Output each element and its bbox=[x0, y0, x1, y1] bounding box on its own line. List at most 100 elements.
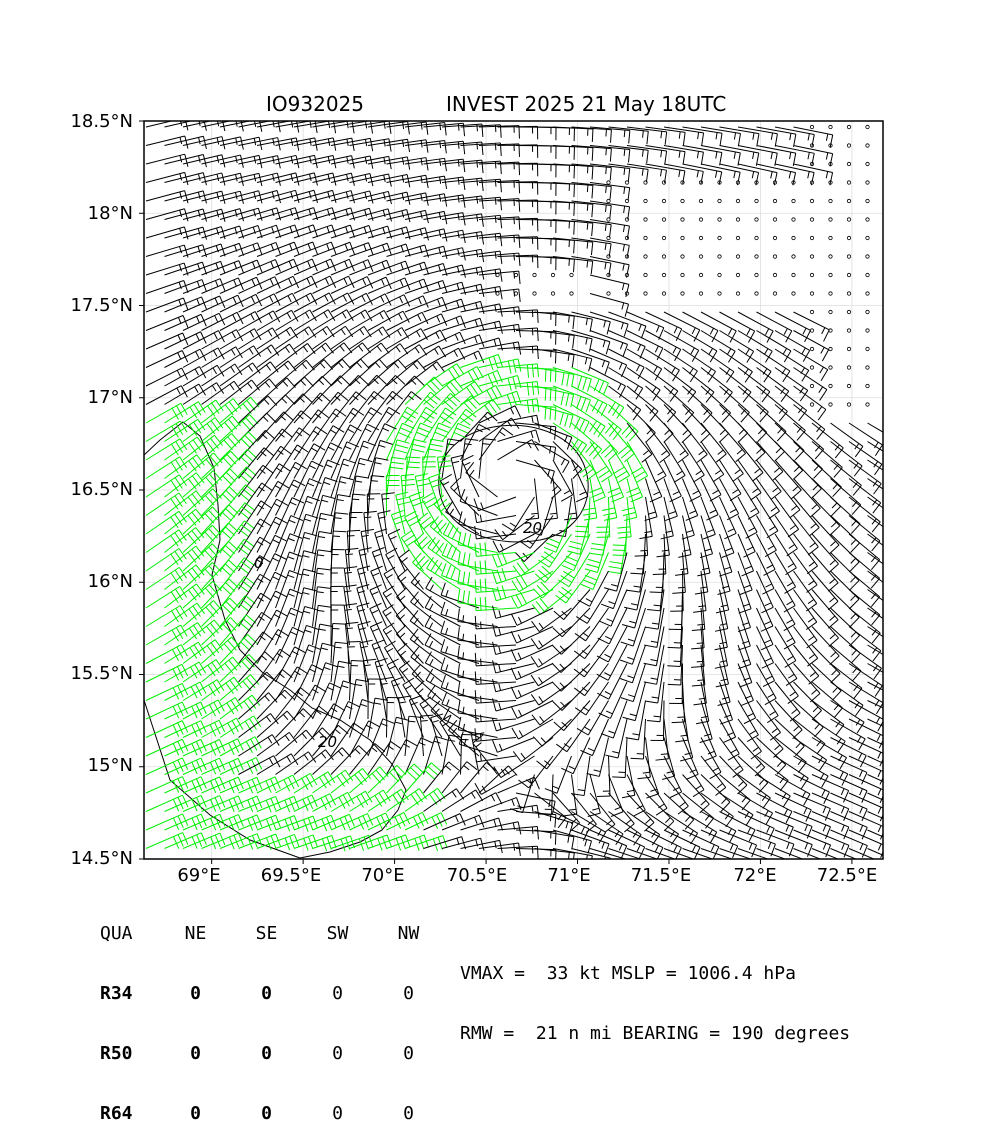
wind-barb bbox=[664, 460, 681, 502]
table-row-label: R34 bbox=[100, 984, 160, 1004]
wind-barb bbox=[294, 772, 335, 793]
wind-barb bbox=[622, 479, 637, 521]
calm-marker bbox=[699, 218, 702, 221]
wind-barb bbox=[294, 242, 336, 256]
wind-barb bbox=[146, 475, 186, 497]
calm-marker bbox=[607, 199, 610, 202]
calm-marker bbox=[847, 125, 850, 128]
wind-barb bbox=[479, 439, 496, 479]
axis-ticks bbox=[139, 121, 852, 864]
calm-marker bbox=[792, 218, 795, 221]
calm-marker bbox=[625, 181, 628, 184]
calm-marker bbox=[810, 403, 813, 406]
lon-label: 72°E bbox=[733, 865, 776, 886]
calm-marker bbox=[699, 273, 702, 276]
wind-barb bbox=[294, 225, 336, 238]
wind-barb bbox=[479, 253, 520, 266]
wind-barb bbox=[535, 220, 575, 235]
calm-marker bbox=[718, 218, 721, 221]
wind-barb bbox=[757, 497, 778, 538]
wind-barb bbox=[358, 622, 371, 664]
calm-marker bbox=[699, 236, 702, 239]
wind-barb bbox=[331, 277, 373, 294]
wind-barb bbox=[794, 775, 830, 804]
calm-marker bbox=[829, 310, 832, 313]
wind-barb bbox=[396, 607, 423, 645]
wind-barb bbox=[202, 433, 241, 460]
wind-barb bbox=[372, 547, 386, 589]
calm-marker bbox=[829, 366, 832, 369]
wind-barb bbox=[564, 479, 577, 520]
lat-label: 17.5°N bbox=[70, 295, 133, 316]
wind-barb bbox=[516, 257, 556, 271]
wind-barb bbox=[146, 795, 188, 811]
wind-barb bbox=[183, 814, 225, 830]
calm-marker bbox=[755, 236, 758, 239]
wind-barb bbox=[146, 721, 188, 738]
wind-barb bbox=[516, 812, 556, 828]
wind-barb bbox=[475, 690, 516, 703]
calm-marker bbox=[644, 255, 647, 258]
calm-marker bbox=[829, 347, 832, 350]
table-cell: 0 bbox=[160, 984, 231, 1004]
calm-marker bbox=[866, 255, 869, 258]
table-cell: 0 bbox=[373, 1044, 444, 1064]
table-cell: 0 bbox=[302, 1104, 373, 1124]
wind-barb bbox=[331, 392, 366, 423]
wind-barb bbox=[775, 849, 812, 875]
calm-marker bbox=[773, 218, 776, 221]
calm-marker bbox=[829, 384, 832, 387]
wind-barb bbox=[738, 830, 775, 856]
wind-barb bbox=[775, 793, 811, 822]
wind-barb bbox=[849, 719, 885, 748]
table-cell: 0 bbox=[373, 1104, 444, 1124]
wind-barb bbox=[757, 516, 777, 557]
calm-marker bbox=[681, 292, 684, 295]
wind-barb bbox=[669, 590, 683, 630]
wind-barb bbox=[165, 702, 207, 719]
wind-radii-table: QUA NE SE SW NW R34 0 0 0 0 R50 0 0 0 0 … bbox=[100, 884, 444, 1144]
wind-barb bbox=[165, 814, 207, 830]
calm-marker bbox=[662, 292, 665, 295]
wind-barb bbox=[146, 645, 187, 664]
wind-barb bbox=[220, 577, 255, 608]
wind-barb bbox=[516, 146, 556, 159]
calm-marker bbox=[810, 125, 813, 128]
wind-barb bbox=[516, 127, 556, 140]
wind-barb bbox=[535, 331, 575, 349]
wind-barb bbox=[239, 672, 276, 700]
wind-barb bbox=[382, 493, 395, 534]
wind-barb bbox=[720, 497, 737, 539]
wind-barb bbox=[510, 775, 534, 813]
wind-barb bbox=[276, 709, 313, 738]
wind-barb bbox=[350, 700, 375, 738]
wind-barb bbox=[498, 382, 539, 396]
wind-barb bbox=[535, 349, 575, 368]
calm-marker bbox=[847, 347, 850, 350]
calm-marker bbox=[662, 273, 665, 276]
calm-marker bbox=[718, 199, 721, 202]
wind-barb bbox=[849, 442, 882, 475]
wind-barb bbox=[350, 391, 385, 423]
lat-label: 15.5°N bbox=[70, 663, 133, 684]
calm-marker bbox=[810, 366, 813, 369]
wind-barb bbox=[831, 442, 863, 477]
wind-barb bbox=[388, 529, 405, 571]
wind-barb bbox=[868, 793, 904, 821]
wind-barb bbox=[424, 159, 465, 172]
wind-barb bbox=[350, 513, 363, 553]
wind-barb bbox=[458, 627, 498, 645]
wind-barb bbox=[498, 145, 538, 158]
calm-marker bbox=[755, 255, 758, 258]
wind-barb bbox=[868, 719, 904, 748]
wind-barb bbox=[535, 368, 574, 388]
wind-barb bbox=[442, 196, 483, 209]
wind-barb bbox=[331, 442, 359, 479]
wind-barb bbox=[425, 615, 461, 645]
lat-label: 14.5°N bbox=[70, 848, 133, 869]
wind-barb bbox=[424, 408, 457, 442]
wind-barb bbox=[868, 756, 904, 785]
wind-barb bbox=[775, 386, 807, 421]
contour-label-west: 20 bbox=[318, 733, 337, 751]
wind-barb bbox=[597, 627, 627, 662]
